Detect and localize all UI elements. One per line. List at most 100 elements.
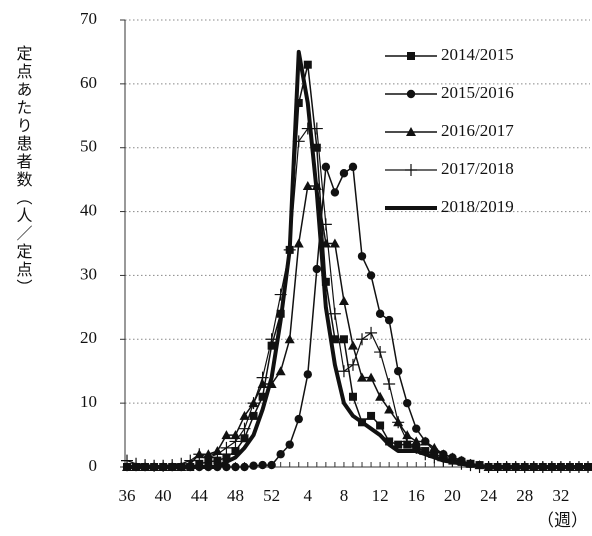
legend: 2014/2015 2015/2016 2016/2017 2017/2018 2018… [385,45,514,216]
series [122,181,592,471]
marker [337,365,350,378]
x-tick-label: 4 [304,486,313,505]
marker [267,460,276,470]
series-line [127,49,588,469]
marker [357,252,367,261]
marker [375,391,386,401]
marker [384,404,395,414]
marker [256,371,269,384]
series-line [127,185,588,468]
x-axis-label: （週） [537,511,588,530]
marker [202,451,215,464]
marker [376,421,385,430]
marker [348,162,358,172]
marker [312,143,321,152]
series-line [127,166,588,468]
marker [330,188,340,197]
marker [238,422,251,435]
marker [392,416,405,429]
marker [411,436,422,446]
marker [213,456,222,465]
marker [420,436,431,446]
marker [302,181,313,191]
x-tick-label: 16 [408,486,425,505]
marker [249,411,258,420]
marker [211,448,224,461]
marker [346,358,359,371]
marker [367,411,376,420]
marker [366,372,377,382]
marker [258,460,267,470]
marker [121,454,133,467]
y-tick-label: 10 [80,392,97,411]
y-tick-label: 60 [80,73,97,92]
legend-label: 2016/2017 [441,121,514,140]
marker [275,366,286,376]
x-tick-label: 48 [227,486,244,505]
y-tick-label: 30 [80,264,97,283]
marker [193,448,206,461]
marker [310,122,323,135]
y-tick-label: 20 [80,328,97,347]
marker [356,333,369,346]
x-tick-label: 40 [155,486,172,505]
x-tick-label: 44 [191,486,209,505]
marker [247,397,260,410]
legend-label: 2017/2018 [441,159,514,178]
series-line [126,127,588,468]
y-tick-label: 0 [89,456,98,475]
series [127,49,588,469]
marker [394,440,403,449]
marker [438,449,449,459]
marker [339,335,348,344]
marker [348,392,357,401]
marker [375,309,385,318]
marker [221,430,232,440]
marker [321,162,331,172]
marker [357,372,368,382]
marker [285,440,294,449]
marker [231,447,240,456]
x-tick-label: 20 [444,486,461,505]
marker [429,442,440,452]
series [122,162,592,472]
marker [385,437,394,446]
marker [366,271,376,280]
marker [365,326,378,339]
marker [184,454,197,467]
x-tick-label: 24 [480,486,498,505]
marker [384,315,394,325]
legend-label: 2015/2016 [441,83,514,102]
marker [220,441,233,454]
marker [407,52,415,60]
y-axis-label: 定点あたり患者数（人／定点） [14,45,33,297]
x-tick-label: 36 [119,486,136,505]
legend-label: 2018/2019 [441,197,514,216]
legend-label: 2014/2015 [441,45,514,64]
marker [321,277,330,286]
marker [303,60,312,69]
y-tick-label: 70 [80,9,97,28]
x-tick-label: 32 [552,486,569,505]
marker [276,450,285,459]
marker [328,307,341,320]
marker [265,333,278,346]
y-tick-label: 50 [80,137,97,156]
marker [412,424,421,433]
marker [339,169,349,178]
marker [329,238,340,248]
marker [293,238,304,248]
marker [401,435,414,448]
series-line [127,63,588,468]
marker [383,377,396,390]
marker [319,218,332,231]
x-tick-label: 12 [372,486,389,505]
marker [240,434,249,443]
marker [338,295,349,305]
marker [405,164,417,176]
marker [230,430,241,440]
marker [229,435,242,448]
marker [249,461,258,470]
marker [374,346,387,359]
